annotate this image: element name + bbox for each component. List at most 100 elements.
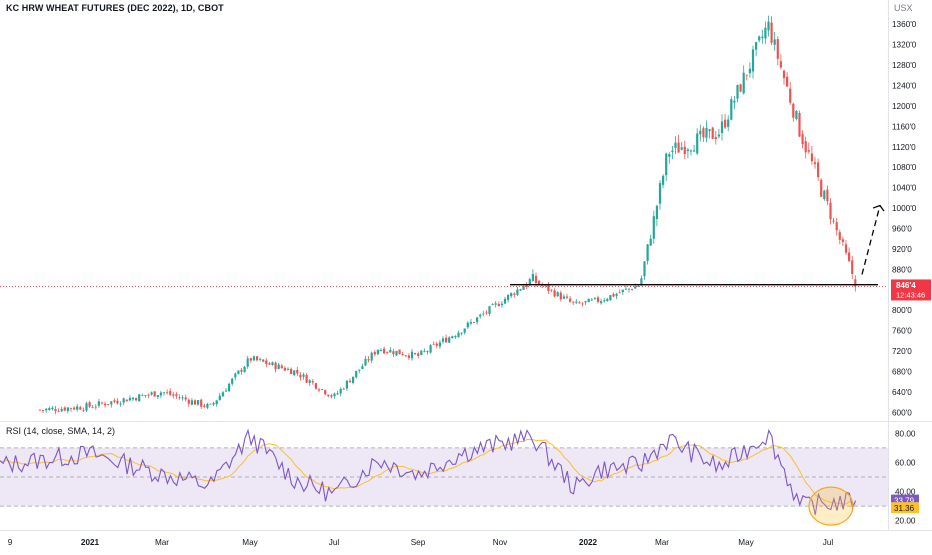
candle-body [73, 407, 76, 410]
candle-body [215, 400, 218, 405]
candle-body [193, 400, 197, 405]
price-tick-label: 1280'0 [892, 61, 917, 70]
candle-body [190, 400, 193, 405]
candle-body [810, 153, 813, 162]
candle-body [727, 119, 730, 127]
price-tick-label: 600'0 [892, 408, 912, 417]
candle-body [373, 351, 376, 355]
candle-body [203, 405, 206, 407]
candle-body [386, 352, 389, 353]
price-tick-label: 1360'0 [892, 20, 917, 29]
candle-body [559, 292, 562, 300]
candle-body [538, 280, 541, 285]
candle-body [212, 402, 215, 405]
candle-body [113, 400, 116, 402]
candle-body [383, 348, 386, 354]
candle-body [699, 130, 702, 135]
candle-body [578, 302, 581, 304]
candle-body [565, 296, 569, 298]
candle-body [612, 293, 615, 297]
candle-body [63, 407, 66, 411]
candle-body [590, 299, 593, 301]
candle-body [231, 378, 234, 384]
candle-body [330, 395, 333, 397]
candle-body [404, 355, 407, 357]
candle-body [553, 290, 556, 297]
time-tick-label: Jul [823, 538, 834, 547]
candle-body [485, 312, 488, 314]
candle-body [714, 137, 717, 140]
candle-body [218, 395, 221, 401]
candle-body [652, 216, 655, 239]
candle-body [494, 303, 497, 305]
candle-body [51, 407, 54, 410]
candle-body [823, 190, 826, 200]
price-tick-label: 640'0 [892, 388, 912, 397]
rsi-ma-badge [891, 502, 919, 514]
candle-body [581, 303, 584, 305]
candle-body [817, 162, 820, 178]
price-tick-label: 720'0 [892, 347, 912, 356]
candle-body [668, 154, 671, 157]
candle-body [739, 84, 742, 92]
candle-body [358, 369, 361, 371]
candle-body [655, 205, 658, 220]
candle-body [637, 285, 640, 287]
candle-body [627, 288, 631, 290]
candle-body [556, 292, 559, 297]
candle-body [271, 362, 274, 366]
candle-body [522, 286, 525, 290]
candle-body [736, 85, 739, 99]
candle-body [389, 349, 392, 353]
candle-body [686, 149, 689, 152]
candle-body [503, 298, 507, 304]
candle-body [249, 358, 252, 361]
candle-body [57, 411, 60, 413]
rsi-indicator-label[interactable]: RSI (14, close, SMA, 14, 2) [6, 426, 116, 436]
projection-arrow-head [872, 204, 885, 212]
candle-body [689, 150, 693, 152]
rsi-tick-label: 40.00 [895, 488, 916, 497]
candle-body [624, 288, 627, 290]
candle-body [228, 383, 231, 392]
candle-body [82, 409, 85, 411]
candle-body [469, 321, 472, 324]
candle-body [268, 363, 271, 365]
candle-body [265, 360, 268, 365]
candle-body [835, 222, 838, 231]
candle-body [172, 394, 175, 396]
candle-body [317, 389, 321, 391]
candle-body [507, 294, 510, 300]
candle-body [324, 390, 327, 395]
candle-body [451, 336, 454, 339]
candle-body [290, 368, 293, 375]
candle-body [392, 351, 395, 355]
candle-body [379, 349, 383, 351]
candle-body [838, 232, 841, 240]
candle-body [851, 260, 854, 274]
candle-body [138, 394, 141, 402]
candle-body [125, 399, 128, 402]
candle-body [786, 76, 789, 87]
candle-body [361, 366, 364, 369]
candle-body [327, 394, 330, 397]
candle-body [355, 370, 358, 378]
candle-body [618, 292, 621, 294]
price-tick-label: 1160'0 [892, 122, 916, 131]
candle-body [572, 301, 575, 303]
candle-body [789, 88, 792, 103]
rsi-tick-label: 20.00 [895, 517, 916, 526]
candle-body [767, 21, 770, 31]
candle-body [513, 293, 516, 295]
price-tick-label: 1120'0 [892, 143, 916, 152]
price-tick-label: 1080'0 [892, 163, 917, 172]
candle-body [544, 285, 547, 286]
candle-body [798, 112, 801, 137]
candle-body [107, 404, 110, 405]
candle-body [333, 393, 336, 397]
candle-body [370, 352, 373, 361]
time-tick-label: May [738, 538, 754, 547]
candle-body [85, 403, 88, 411]
